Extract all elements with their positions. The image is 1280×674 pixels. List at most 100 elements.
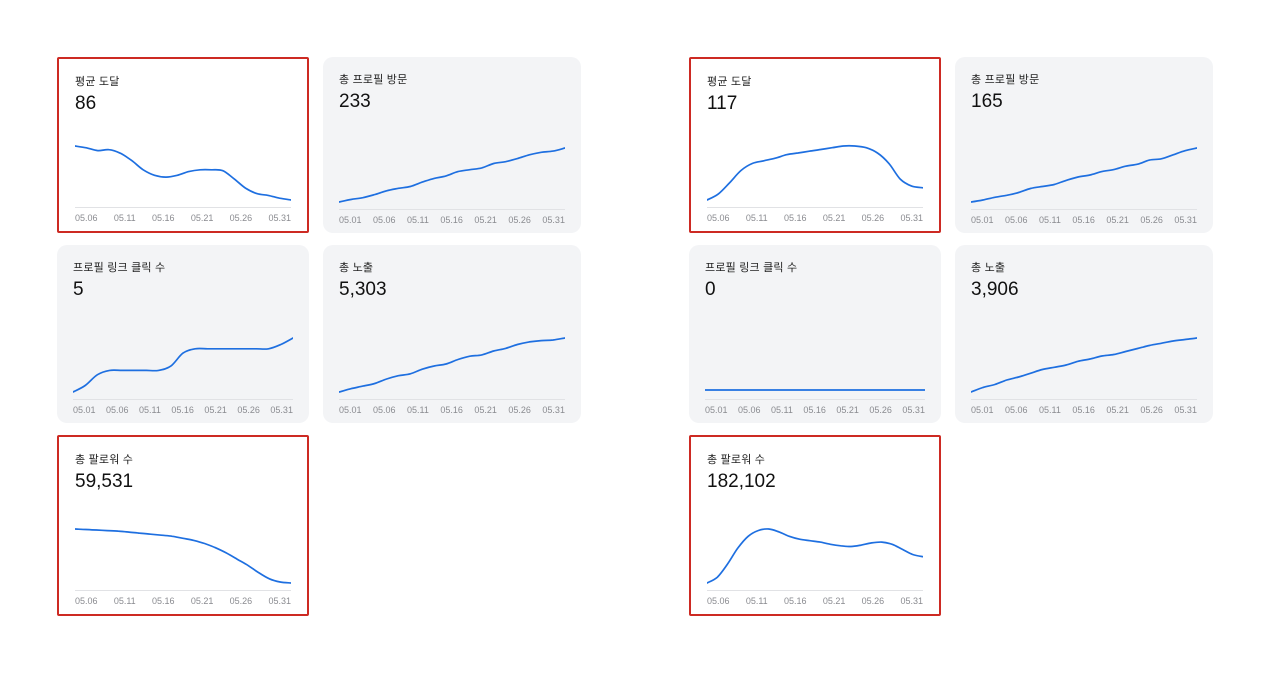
x-tick-label: 05.16 <box>783 213 807 223</box>
x-tick-label: 05.16 <box>171 405 194 415</box>
x-tick-label: 05.31 <box>1174 405 1197 415</box>
x-tick-label: 05.31 <box>268 596 291 606</box>
metric-card-impressions[interactable]: 총 노출 5,303 05.01 05.06 05.11 05.16 05.21 05.2… <box>323 245 581 423</box>
x-tick-label: 05.16 <box>440 405 463 415</box>
x-tick-label: 05.21 <box>836 405 859 415</box>
metric-card-title: 평균 도달 <box>707 76 752 88</box>
sparkline-chart: 05.01 05.06 05.11 05.16 05.21 05.26 05.31 <box>339 333 565 415</box>
x-tick-label: 05.06 <box>373 215 396 225</box>
x-tick-label: 05.01 <box>705 405 728 415</box>
line-chart <box>705 333 925 397</box>
x-tick-label: 05.06 <box>707 596 730 606</box>
x-tick-label: 05.16 <box>1072 215 1095 225</box>
x-tick-label: 05.11 <box>113 596 136 606</box>
x-tick-label: 05.21 <box>190 596 214 606</box>
x-tick-label: 05.06 <box>1005 215 1028 225</box>
x-tick-label: 05.16 <box>1072 405 1095 415</box>
x-tick-label: 05.16 <box>151 596 175 606</box>
x-tick-label: 05.26 <box>508 405 531 415</box>
metric-card-followers[interactable]: 총 팔로워 수 59,531 05.06 05.11 05.16 05.21 05.26… <box>57 435 309 616</box>
x-tick-label: 05.06 <box>738 405 761 415</box>
x-tick-label: 05.01 <box>73 405 96 415</box>
metric-card-impressions[interactable]: 총 노출 3,906 05.01 05.06 05.11 05.16 05.21 05.2… <box>955 245 1213 423</box>
x-tick-label: 05.11 <box>745 596 768 606</box>
x-tick-label: 05.21 <box>474 215 497 225</box>
metrics-group-right: 평균 도달 117 05.06 05.11 05.16 05.21 05.26 05.31… <box>689 57 1213 616</box>
x-tick-label: 05.11 <box>1039 215 1061 225</box>
metric-card-profile-visits[interactable]: 총 프로필 방문 165 05.01 05.06 05.11 05.16 05.21 05… <box>955 57 1213 233</box>
line-chart <box>971 333 1197 397</box>
x-axis: 05.06 05.11 05.16 05.21 05.26 05.31 <box>707 207 923 223</box>
x-tick-label: 05.06 <box>707 213 730 223</box>
x-tick-label: 05.16 <box>151 213 175 223</box>
metric-card-title: 총 노출 <box>971 262 1006 274</box>
x-axis: 05.01 05.06 05.11 05.16 05.21 05.26 05.31 <box>705 399 925 415</box>
sparkline-chart: 05.01 05.06 05.11 05.16 05.21 05.26 05.31 <box>339 143 565 225</box>
x-tick-label: 05.26 <box>861 596 885 606</box>
x-tick-label: 05.31 <box>268 213 291 223</box>
x-tick-label: 05.26 <box>1140 405 1163 415</box>
x-tick-label: 05.31 <box>270 405 293 415</box>
x-tick-label: 05.21 <box>822 213 846 223</box>
metric-card-value: 3,906 <box>971 279 1019 300</box>
sparkline-chart: 05.06 05.11 05.16 05.21 05.26 05.31 <box>75 141 291 223</box>
metric-card-followers[interactable]: 총 팔로워 수 182,102 05.06 05.11 05.16 05.21 05.2… <box>689 435 941 616</box>
x-tick-label: 05.01 <box>339 405 362 415</box>
metric-card-link-clicks[interactable]: 프로필 링크 클릭 수 0 05.01 05.06 05.11 05.16 05.21 0… <box>689 245 941 423</box>
x-tick-label: 05.16 <box>803 405 826 415</box>
x-axis: 05.01 05.06 05.11 05.16 05.21 05.26 05.31 <box>339 209 565 225</box>
x-tick-label: 05.21 <box>1106 405 1129 415</box>
x-axis: 05.01 05.06 05.11 05.16 05.21 05.26 05.31 <box>971 399 1197 415</box>
metric-card-link-clicks[interactable]: 프로필 링크 클릭 수 5 05.01 05.06 05.11 05.16 05.21 0… <box>57 245 309 423</box>
x-tick-label: 05.01 <box>339 215 362 225</box>
x-axis: 05.06 05.11 05.16 05.21 05.26 05.31 <box>75 207 291 223</box>
x-tick-label: 05.16 <box>783 596 807 606</box>
metric-card-value: 233 <box>339 91 371 112</box>
x-tick-label: 05.21 <box>190 213 214 223</box>
x-tick-label: 05.11 <box>407 405 429 415</box>
x-tick-label: 05.31 <box>902 405 925 415</box>
x-tick-label: 05.16 <box>440 215 463 225</box>
x-tick-label: 05.26 <box>1140 215 1163 225</box>
metric-card-title: 평균 도달 <box>75 76 120 88</box>
metric-card-title: 총 프로필 방문 <box>339 74 408 86</box>
x-axis: 05.01 05.06 05.11 05.16 05.21 05.26 05.31 <box>971 209 1197 225</box>
metric-card-title: 총 노출 <box>339 262 374 274</box>
x-tick-label: 05.21 <box>822 596 846 606</box>
x-axis: 05.01 05.06 05.11 05.16 05.21 05.26 05.31 <box>339 399 565 415</box>
metric-card-value: 5 <box>73 279 84 300</box>
x-tick-label: 05.26 <box>237 405 260 415</box>
metric-card-average-reach[interactable]: 평균 도달 86 05.06 05.11 05.16 05.21 05.26 05.31 <box>57 57 309 233</box>
x-tick-label: 05.06 <box>75 213 98 223</box>
sparkline-chart: 05.01 05.06 05.11 05.16 05.21 05.26 05.31 <box>73 333 293 415</box>
x-tick-label: 05.26 <box>861 213 885 223</box>
x-axis: 05.06 05.11 05.16 05.21 05.26 05.31 <box>707 590 923 606</box>
x-tick-label: 05.11 <box>745 213 768 223</box>
x-tick-label: 05.26 <box>869 405 892 415</box>
metric-card-value: 59,531 <box>75 471 134 492</box>
line-chart <box>75 524 291 588</box>
metric-card-title: 프로필 링크 클릭 수 <box>705 262 798 274</box>
line-chart <box>73 333 293 397</box>
x-tick-label: 05.11 <box>113 213 136 223</box>
metric-card-value: 182,102 <box>707 471 776 492</box>
line-chart <box>339 333 565 397</box>
metric-card-value: 165 <box>971 91 1003 112</box>
x-tick-label: 05.31 <box>1174 215 1197 225</box>
metric-card-average-reach[interactable]: 평균 도달 117 05.06 05.11 05.16 05.21 05.26 05.31 <box>689 57 941 233</box>
x-tick-label: 05.11 <box>139 405 161 415</box>
sparkline-chart: 05.01 05.06 05.11 05.16 05.21 05.26 05.31 <box>705 333 925 415</box>
metric-card-title: 프로필 링크 클릭 수 <box>73 262 166 274</box>
metric-card-title: 총 팔로워 수 <box>707 454 766 466</box>
x-tick-label: 05.31 <box>542 215 565 225</box>
x-tick-label: 05.31 <box>542 405 565 415</box>
metric-card-profile-visits[interactable]: 총 프로필 방문 233 05.01 05.06 05.11 05.16 05.21 05… <box>323 57 581 233</box>
x-axis: 05.06 05.11 05.16 05.21 05.26 05.31 <box>75 590 291 606</box>
x-tick-label: 05.21 <box>474 405 497 415</box>
sparkline-chart: 05.06 05.11 05.16 05.21 05.26 05.31 <box>707 141 923 223</box>
sparkline-chart: 05.06 05.11 05.16 05.21 05.26 05.31 <box>75 524 291 606</box>
x-tick-label: 05.11 <box>771 405 793 415</box>
line-chart <box>75 141 291 205</box>
line-chart <box>971 143 1197 207</box>
